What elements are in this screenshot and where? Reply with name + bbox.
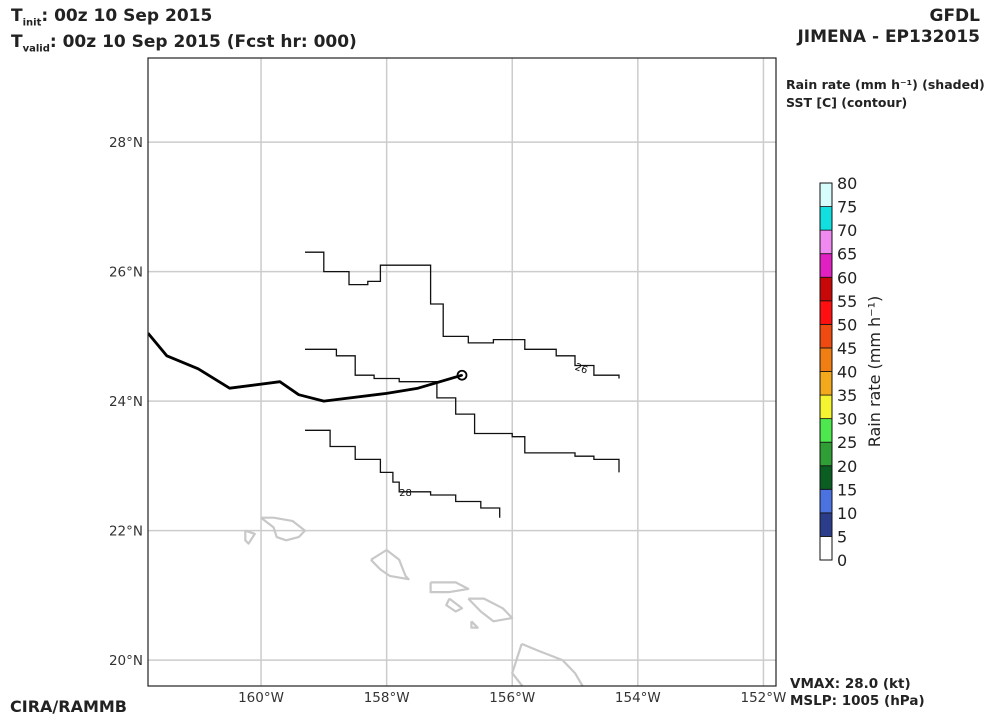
model-name: GFDL [929, 6, 980, 26]
coastline-6 [470, 620, 479, 629]
y-tick-label-4: 28°N [109, 135, 143, 151]
plot-frame [147, 57, 777, 687]
coastline-3 [429, 581, 470, 594]
sst-contour-2 [305, 429, 501, 518]
coastline-4 [445, 597, 464, 613]
colorbar-segment-2 [819, 488, 833, 514]
storm-track-layer [148, 332, 468, 403]
storm-track [148, 332, 463, 403]
y-tick-label-0: 20°N [109, 653, 143, 669]
colorbar-segment-1 [819, 512, 833, 537]
colorbar-segment-11 [819, 276, 833, 302]
grid-lines [148, 58, 776, 686]
sst-contours: 26 28 [305, 251, 620, 518]
coastline-7 [511, 642, 584, 686]
x-tick-label-3: 154°W [615, 690, 661, 706]
colorbar-tick-label-12: 60 [837, 268, 857, 287]
colorbar-segment-6 [819, 394, 833, 420]
vmax-text: VMAX: 28.0 (kt) [790, 676, 911, 692]
coastline-0 [260, 516, 307, 542]
colorbar-label: Rain rate (mm h⁻¹) [865, 296, 884, 448]
colorbar-tick-label-13: 65 [837, 245, 857, 264]
colorbar-segment-15 [819, 182, 833, 207]
t-init-label: T [11, 6, 23, 26]
colorbar-segment-14 [819, 206, 833, 231]
colorbar-tick-label-2: 10 [837, 504, 857, 523]
coastline-1 [244, 529, 256, 545]
colorbar-tick-label-3: 15 [837, 480, 857, 499]
colorbar-segment-10 [819, 300, 833, 325]
colorbar-tick-label-5: 25 [837, 433, 857, 452]
x-tick-label-2: 156°W [489, 690, 535, 706]
coastlines [244, 516, 584, 686]
sst-legend-title: SST [C] (contour) [786, 95, 908, 110]
colorbar-segment-4 [819, 441, 833, 467]
t-valid-subscript: valid [22, 43, 50, 55]
colorbar-segment-7 [819, 371, 833, 396]
colorbar-tick-label-8: 40 [837, 363, 857, 382]
x-tick-label-4: 152°W [741, 690, 787, 706]
t-valid-value: : 00z 10 Sep 2015 (Fcst hr: 000) [49, 32, 357, 52]
colorbar-tick-label-6: 30 [837, 410, 857, 429]
coastline-2 [370, 548, 410, 581]
colorbar-tick-label-16: 80 [837, 174, 857, 193]
sst-contour-label-0: 26 [573, 362, 589, 377]
colorbar: 0 5 10 15 20 25 30 35 40 45 50 55 60 65 70 75 80 Rain rat… [819, 174, 884, 570]
colorbar-segment-5 [819, 418, 833, 443]
t-init-subscript: init [22, 17, 42, 29]
t-init-value: : 00z 10 Sep 2015 [41, 6, 213, 26]
x-tick-label-0: 160°W [238, 690, 284, 706]
t-valid-label: T [11, 32, 23, 52]
rain-legend-title: Rain rate (mm h⁻¹) (shaded) [786, 77, 985, 92]
colorbar-tick-label-9: 45 [837, 339, 857, 358]
colorbar-tick-label-10: 50 [837, 315, 857, 334]
mslp-text: MSLP: 1005 (hPa) [790, 693, 925, 709]
colorbar-segment-8 [819, 347, 833, 372]
axis-tick-labels: 160°W 158°W 156°W 154°W 152°W 20°N 22°N 24°N 26°… [109, 135, 786, 706]
sst-contour-1 [305, 348, 620, 473]
colorbar-tick-label-7: 35 [837, 386, 857, 405]
colorbar-tick-label-0: 0 [837, 551, 847, 570]
coastline-5 [467, 597, 514, 623]
colorbar-segment-9 [819, 323, 833, 349]
y-tick-label-1: 22°N [109, 524, 143, 540]
colorbar-segment-13 [819, 229, 833, 255]
colorbar-tick-label-4: 20 [837, 457, 857, 476]
storm-name: JIMENA - EP132015 [797, 27, 980, 47]
colorbar-tick-label-15: 75 [837, 198, 857, 217]
y-tick-label-3: 26°N [109, 265, 143, 281]
colorbar-segment-0 [819, 536, 833, 561]
credit-text: CIRA/RAMMB [10, 697, 127, 716]
colorbar-tick-label-1: 5 [837, 527, 847, 546]
t-init-line: Tinit: 00z 10 Sep 2015 [11, 6, 212, 33]
colorbar-segment-3 [819, 465, 833, 490]
colorbar-tick-label-11: 55 [837, 292, 857, 311]
sst-contour-0 [305, 251, 620, 379]
x-tick-label-1: 158°W [364, 690, 410, 706]
storm-position-marker [456, 369, 468, 381]
colorbar-segment-12 [819, 253, 833, 278]
storm-position-dot [461, 374, 463, 377]
y-tick-label-2: 24°N [109, 394, 143, 410]
t-valid-line: Tvalid: 00z 10 Sep 2015 (Fcst hr: 000) [11, 32, 357, 59]
colorbar-tick-label-14: 70 [837, 221, 857, 240]
sst-contour-label-2: 28 [399, 488, 412, 499]
colorbar-outline [819, 182, 833, 561]
